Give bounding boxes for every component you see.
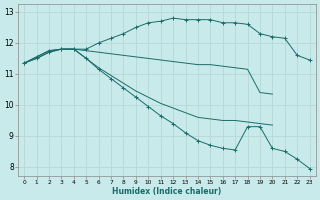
X-axis label: Humidex (Indice chaleur): Humidex (Indice chaleur) <box>112 187 221 196</box>
